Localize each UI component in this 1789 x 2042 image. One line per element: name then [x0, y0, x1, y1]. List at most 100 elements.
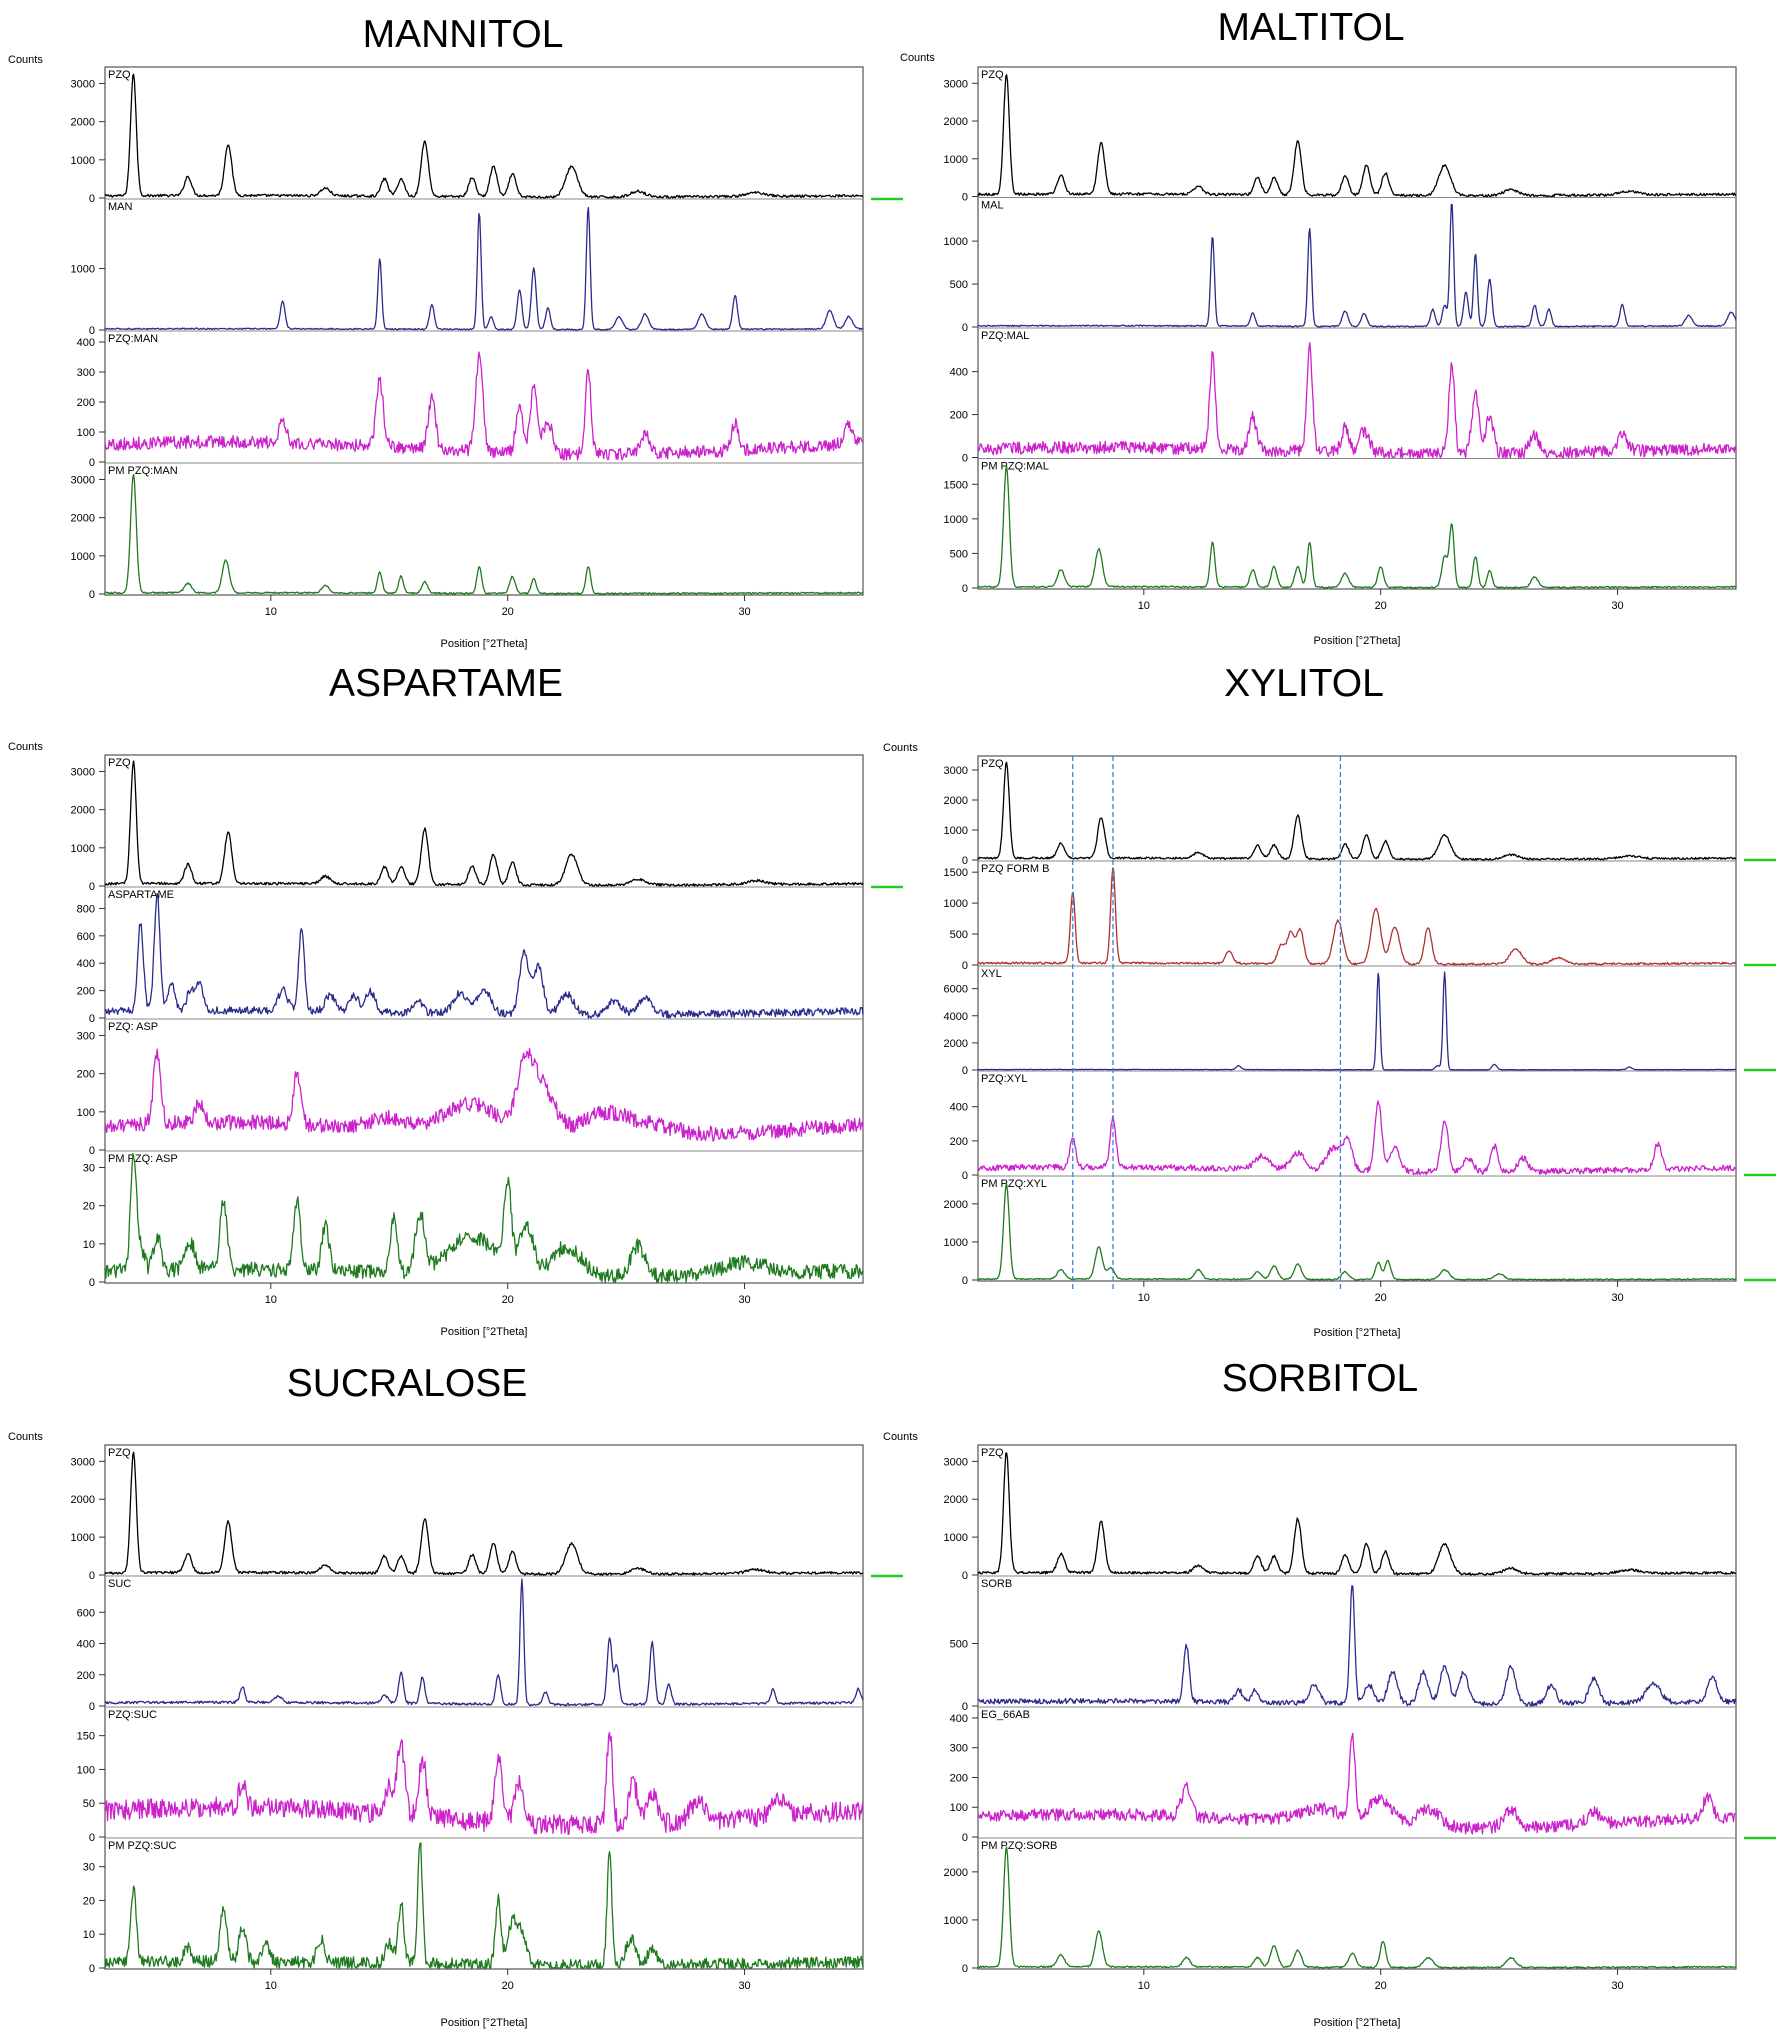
series-label: PZQ:MAL — [981, 330, 1029, 342]
diffraction-pattern-line — [104, 892, 864, 1019]
y-tick-label: 4000 — [944, 1011, 968, 1023]
x-axis-label: Position [°2Theta] — [441, 638, 528, 650]
series-label: SORB — [981, 1578, 1012, 1590]
panel-title: MANNITOL — [363, 13, 564, 56]
series-label: PZQ — [108, 69, 131, 81]
plot-frame — [977, 755, 1737, 1282]
y-tick-label: 1000 — [944, 1237, 968, 1249]
y-tick-label: 0 — [89, 193, 95, 205]
y-tick-label: 400 — [77, 958, 95, 970]
y-tick-label: 50 — [83, 1798, 95, 1810]
y-tick-label: 3000 — [944, 1456, 968, 1468]
chart-panel-sucralose: SUCRALOSECountsPZQ0100020003000SUC020040… — [8, 1362, 903, 2029]
y-tick-label: 1500 — [944, 867, 968, 879]
y-tick-label: 1000 — [944, 1915, 968, 1927]
series-label: PM PZQ:SUC — [108, 1840, 177, 1852]
series-label: PZQ — [981, 1447, 1004, 1459]
x-tick-label: 30 — [738, 606, 750, 618]
y-tick-label: 2000 — [944, 1867, 968, 1879]
y-tick-label: 400 — [950, 367, 968, 379]
series-strip: PM PZQ:SUC 0 10 20 30 — [83, 1837, 864, 1975]
panel-title: ASPARTAME — [329, 662, 563, 705]
x-tick-label: 30 — [738, 1294, 750, 1306]
series-label: PM PZQ:MAL — [981, 461, 1049, 473]
y-tick-label: 0 — [962, 1170, 968, 1182]
y-tick-label: 0 — [962, 1701, 968, 1713]
series-label: PZQ: ASP — [108, 1021, 158, 1033]
series-label: EG_66AB — [981, 1709, 1030, 1721]
y-tick-label: 0 — [89, 881, 95, 893]
y-tick-label: 500 — [950, 929, 968, 941]
series-strip: PZQ: ASP 0 100 200 300 — [77, 1018, 864, 1157]
series-label: MAN — [108, 201, 133, 213]
x-tick-label: 30 — [1611, 1980, 1623, 1992]
y-tick-label: 100 — [950, 1802, 968, 1814]
y-tick-label: 0 — [89, 1145, 95, 1157]
y-tick-label: 1000 — [944, 1532, 968, 1544]
x-tick-label: 20 — [502, 1980, 514, 1992]
y-tick-label: 500 — [950, 279, 968, 291]
y-tick-label: 300 — [77, 1030, 95, 1042]
series-label: PZQ — [981, 758, 1004, 770]
x-tick-label: 30 — [1611, 600, 1623, 612]
diffraction-pattern-line — [104, 1047, 864, 1142]
y-axis-label: Counts — [8, 1431, 43, 1443]
y-tick-label: 20 — [83, 1201, 95, 1213]
chart-panel-sorbitol: SORBITOLCountsPZQ0100020003000SORB0500EG… — [883, 1357, 1776, 2029]
x-tick-label: 10 — [265, 606, 277, 618]
diffraction-pattern-line — [977, 867, 1737, 966]
series-strip: PZQ 0 1000 2000 3000 — [71, 69, 903, 205]
panel-title: XYLITOL — [1224, 662, 1384, 705]
y-tick-label: 0 — [962, 855, 968, 867]
y-tick-label: 10 — [83, 1239, 95, 1251]
y-axis-label: Counts — [8, 54, 43, 66]
series-strip: MAL 0 500 1000 — [944, 197, 1737, 334]
x-axis-label: Position [°2Theta] — [1314, 1327, 1401, 1339]
y-tick-label: 500 — [950, 548, 968, 560]
x-tick-label: 10 — [265, 1980, 277, 1992]
series-label: PM PZQ:XYL — [981, 1178, 1047, 1190]
y-tick-label: 2000 — [71, 513, 95, 525]
y-tick-label: 1000 — [944, 898, 968, 910]
diffraction-pattern-line — [978, 203, 1737, 328]
y-tick-label: 0 — [962, 1832, 968, 1844]
y-tick-label: 200 — [77, 1670, 95, 1682]
diffraction-pattern-line — [977, 1585, 1737, 1707]
series-label: ASPARTAME — [108, 889, 174, 901]
y-tick-label: 400 — [950, 1102, 968, 1114]
x-tick-label: 10 — [1138, 1292, 1150, 1304]
y-axis-label: Counts — [883, 1431, 918, 1443]
y-axis-label: Counts — [900, 52, 935, 64]
y-tick-label: 2000 — [944, 1494, 968, 1506]
series-label: PZQ — [108, 1447, 131, 1459]
y-tick-label: 1000 — [71, 264, 95, 276]
diffraction-pattern-line — [977, 971, 1737, 1071]
y-tick-label: 100 — [77, 427, 95, 439]
y-tick-label: 400 — [77, 337, 95, 349]
x-tick-label: 10 — [1138, 600, 1150, 612]
series-label: PZQ — [981, 69, 1004, 81]
y-tick-label: 500 — [950, 1639, 968, 1651]
series-strip: PM PZQ:SORB 0 1000 2000 — [944, 1837, 1737, 1975]
diffraction-pattern-line — [977, 1183, 1737, 1281]
y-tick-label: 0 — [962, 192, 968, 204]
y-tick-label: 600 — [77, 1607, 95, 1619]
series-label: XYL — [981, 968, 1002, 980]
y-tick-label: 1000 — [944, 236, 968, 248]
y-tick-label: 3000 — [944, 78, 968, 90]
series-strip: MAN 0 1000 — [71, 198, 864, 337]
series-strip: PM PZQ:XYL 0 1000 2000 — [944, 1175, 1776, 1287]
y-tick-label: 0 — [89, 1701, 95, 1713]
y-tick-label: 0 — [89, 589, 95, 601]
y-tick-label: 3000 — [71, 1456, 95, 1468]
series-label: PZQ:MAN — [108, 333, 158, 345]
x-tick-label: 20 — [1375, 1980, 1387, 1992]
y-tick-label: 0 — [962, 1570, 968, 1582]
series-label: PZQ — [108, 757, 131, 769]
series-strip: PZQ 0 1000 2000 3000 — [71, 757, 903, 893]
y-tick-label: 0 — [89, 457, 95, 469]
series-strip: PZQ:MAL 0 200 400 — [950, 327, 1737, 465]
diffraction-pattern-line — [104, 1731, 864, 1836]
x-tick-label: 10 — [265, 1294, 277, 1306]
y-tick-label: 150 — [77, 1731, 95, 1743]
